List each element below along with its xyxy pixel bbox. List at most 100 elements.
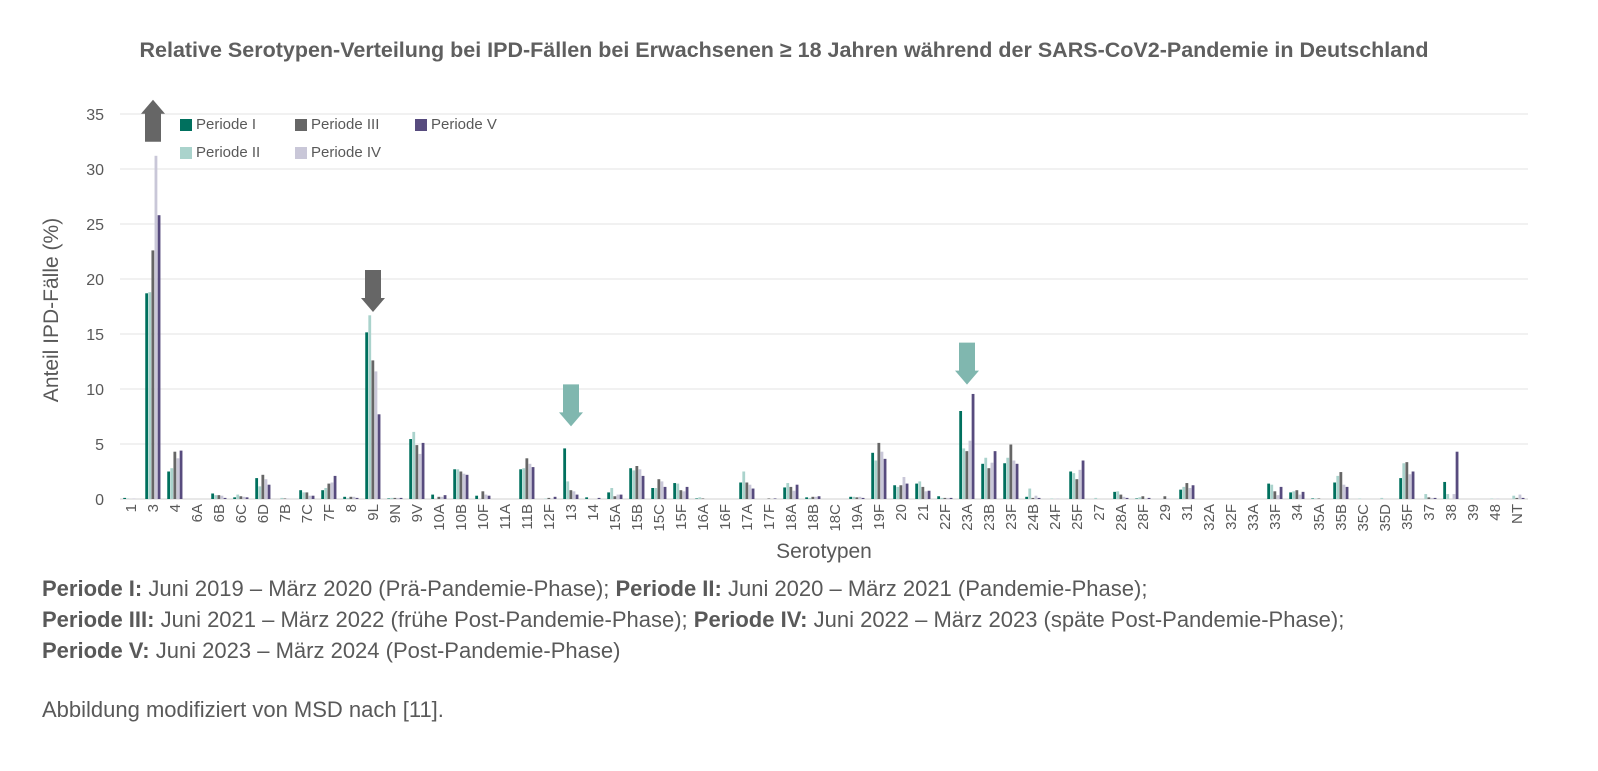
bar-38-periode-5 <box>1455 451 1459 499</box>
bar-19A-periode-3 <box>855 497 859 499</box>
bar-8-periode-4 <box>352 496 356 499</box>
period-label: Periode II: <box>615 576 722 601</box>
bar-7F-periode-2 <box>324 488 328 499</box>
bar-23B-periode-2 <box>984 457 988 499</box>
bar-37-periode-4 <box>1430 497 1434 499</box>
bar-20-periode-1 <box>893 485 897 499</box>
bar-35A-periode-2 <box>1314 498 1318 499</box>
bar-35F-periode-4 <box>1408 474 1412 499</box>
bar-15F-periode-1 <box>673 483 677 499</box>
bar-21-periode-5 <box>927 490 931 499</box>
x-tick-label: 39 <box>1465 504 1482 521</box>
bar-9V-periode-5 <box>421 442 425 499</box>
bar-15B-periode-1 <box>629 468 633 499</box>
arrow-down-icon <box>559 384 583 427</box>
arrow-down-icon <box>361 270 385 312</box>
bar-18A-periode-5 <box>795 484 799 499</box>
y-tick-label: 15 <box>86 327 104 344</box>
bar-9L-periode-3 <box>371 360 375 499</box>
bar-18A-periode-2 <box>786 483 790 499</box>
bar-22F-periode-1 <box>937 496 941 499</box>
x-tick-label: 37 <box>1421 504 1438 521</box>
bar-18A-periode-3 <box>789 486 793 499</box>
x-tick-label: 7F <box>321 504 338 522</box>
bar-25F-periode-1 <box>1069 471 1073 499</box>
bar-22F-periode-3 <box>943 497 947 499</box>
bar-6C-periode-3 <box>239 496 243 499</box>
bar-3-periode-3 <box>151 250 155 499</box>
bar-37-periode-5 <box>1433 497 1437 499</box>
bar-21-periode-3 <box>921 486 925 499</box>
bar-48-periode-2 <box>1490 498 1494 499</box>
footnote-line: Periode I: Juni 2019 – März 2020 (Prä-Pa… <box>42 576 1147 602</box>
x-tick-label: 11B <box>519 504 536 530</box>
bar-11B-periode-3 <box>525 458 529 499</box>
bar-24B-periode-2 <box>1028 488 1032 499</box>
x-tick-label: 7B <box>277 504 294 522</box>
x-tick-label: 38 <box>1443 504 1460 521</box>
bar-35B-periode-5 <box>1345 486 1349 499</box>
bar-10A-periode-4 <box>440 496 444 499</box>
bar-19F-periode-5 <box>883 458 887 499</box>
bar-10A-periode-5 <box>443 495 447 499</box>
bar-31-periode-4 <box>1188 488 1192 499</box>
bar-8-periode-3 <box>349 496 353 499</box>
bar-7B-periode-2 <box>280 497 284 499</box>
bar-1-periode-2 <box>126 498 130 499</box>
legend-item-periode-4: Periode IV <box>295 144 381 161</box>
bar-6D-periode-1 <box>255 478 259 499</box>
y-tick-label: 20 <box>86 272 104 289</box>
bar-18A-periode-1 <box>783 487 787 499</box>
bar-15A-periode-2 <box>610 488 614 499</box>
bar-19A-periode-1 <box>849 496 853 499</box>
bar-23B-periode-1 <box>981 463 985 499</box>
bar-9V-periode-4 <box>418 453 422 499</box>
bar-15C-periode-3 <box>657 479 661 499</box>
bar-9N-periode-3 <box>393 497 397 499</box>
legend-label: Periode V <box>431 116 497 133</box>
bar-24F-periode-4 <box>1056 498 1060 499</box>
bar-35F-periode-1 <box>1399 478 1403 499</box>
bar-10A-periode-3 <box>437 496 441 499</box>
bar-19A-periode-5 <box>861 497 865 499</box>
bar-7F-periode-5 <box>333 475 337 499</box>
x-tick-label: 6D <box>255 504 272 523</box>
bar-17A-periode-2 <box>742 471 746 499</box>
bar-24B-periode-5 <box>1037 497 1041 499</box>
bar-22F-periode-2 <box>940 497 944 499</box>
x-tick-label: 33F <box>1267 504 1284 530</box>
bar-9N-periode-4 <box>396 497 400 499</box>
x-tick-label: 15A <box>607 504 624 531</box>
bar-3-periode-4 <box>154 155 158 500</box>
x-tick-label: 17F <box>761 504 778 530</box>
bar-19F-periode-2 <box>874 460 878 499</box>
bar-7F-periode-3 <box>327 483 331 499</box>
bar-17A-periode-3 <box>745 482 749 499</box>
bar-10A-periode-1 <box>431 494 435 499</box>
bar-17A-periode-1 <box>739 482 743 499</box>
bar-15A-periode-1 <box>607 492 611 499</box>
bar-10F-periode-1 <box>475 495 479 499</box>
bar-28F-periode-1 <box>1135 498 1139 499</box>
bar-11B-periode-1 <box>519 469 523 499</box>
x-tick-label: 31 <box>1179 504 1196 521</box>
bar-20-periode-4 <box>902 477 906 499</box>
x-tick-label: 18C <box>827 504 844 532</box>
x-tick-label: 6B <box>211 504 228 522</box>
bar-25F-periode-4 <box>1078 469 1082 499</box>
bar-9N-periode-2 <box>390 497 394 499</box>
bar-7F-periode-1 <box>321 490 325 499</box>
bar-34-periode-4 <box>1298 494 1302 499</box>
bar-NT-periode-5 <box>1521 497 1525 499</box>
x-tick-label: 20 <box>893 504 910 521</box>
footnote-line: Periode III: Juni 2021 – März 2022 (früh… <box>42 607 1344 633</box>
bar-16A-periode-2 <box>698 497 702 499</box>
x-tick-label: 15C <box>651 504 668 532</box>
bar-14-periode-5 <box>597 497 601 499</box>
bar-18B-periode-3 <box>811 496 815 499</box>
bar-7C-periode-2 <box>302 492 306 499</box>
bar-35B-periode-2 <box>1336 475 1340 499</box>
bar-4-periode-1 <box>167 471 171 499</box>
arrow-down-icon <box>955 342 979 385</box>
